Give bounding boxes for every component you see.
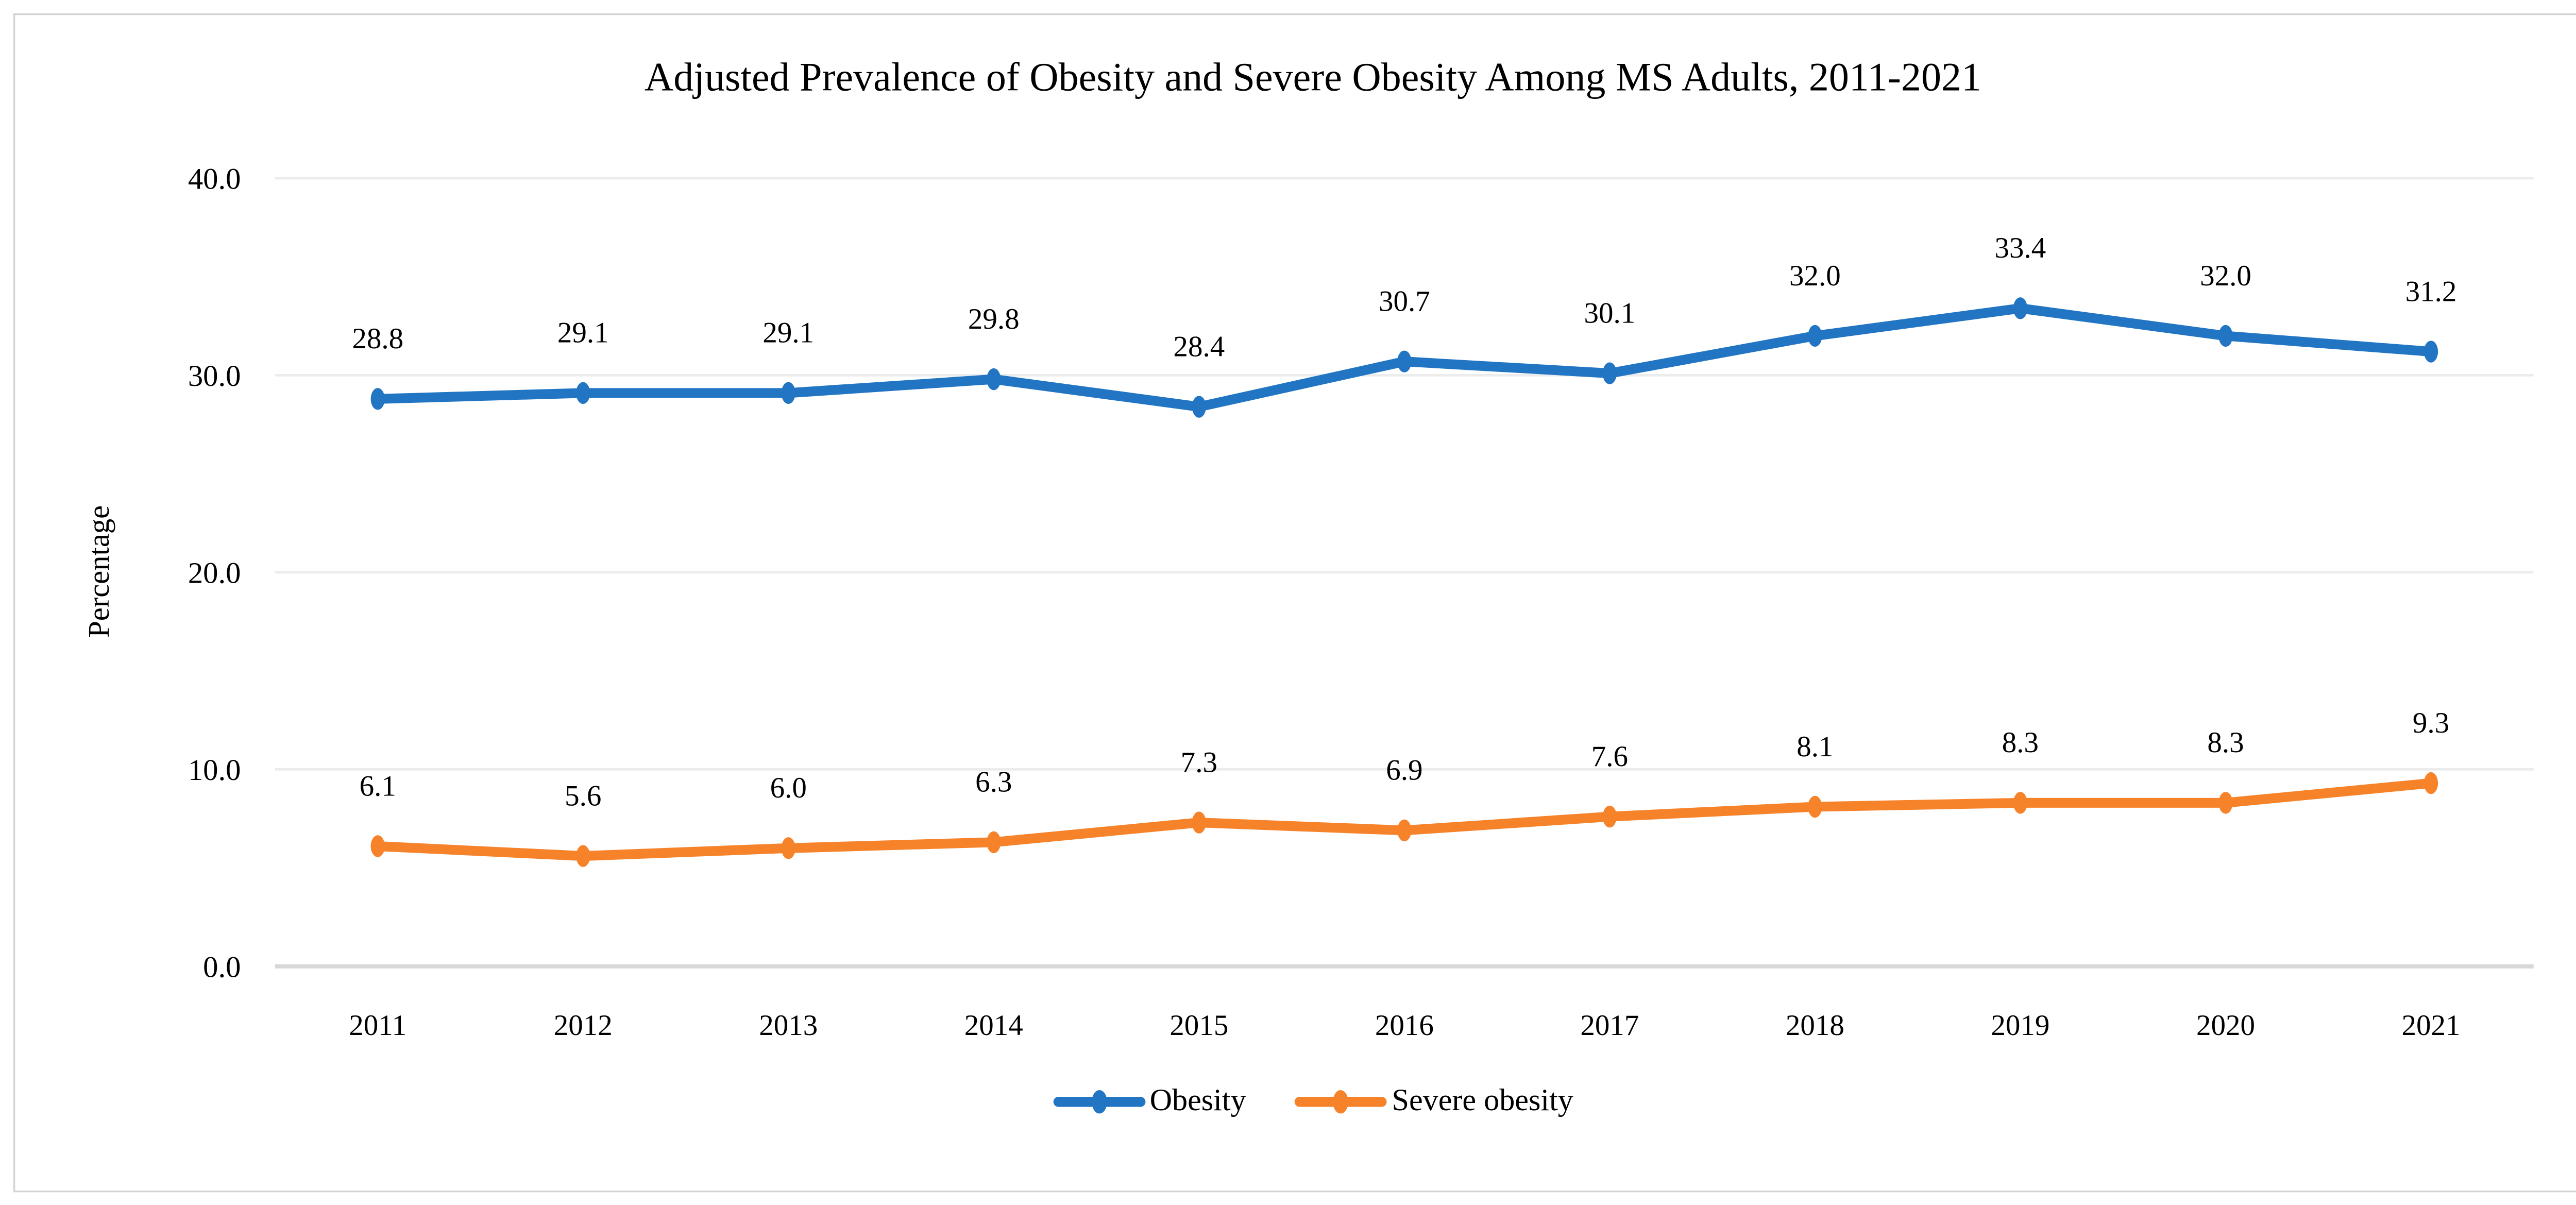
data-point	[1192, 396, 1206, 418]
data-point	[2013, 297, 2028, 319]
data-label: 28.4	[1173, 330, 1225, 363]
data-point	[1397, 819, 1412, 842]
data-point	[2218, 792, 2233, 814]
x-tick-label: 2012	[554, 1009, 613, 1042]
data-label: 28.8	[352, 323, 403, 355]
severe-obesity-line-marker-icon	[1294, 1086, 1387, 1118]
data-label: 5.6	[565, 779, 601, 812]
x-tick-label: 2015	[1170, 1009, 1228, 1042]
data-label: 30.1	[1584, 297, 1636, 329]
data-label: 8.3	[2002, 726, 2039, 759]
data-label: 32.0	[2200, 260, 2251, 292]
legend: Obesity Severe obesity	[15, 1083, 2576, 1121]
x-tick-label: 2016	[1375, 1009, 1434, 1042]
data-label: 32.0	[1789, 260, 1841, 292]
x-tick-label: 2019	[1991, 1009, 2049, 1042]
data-label: 8.3	[2207, 726, 2244, 759]
data-point	[781, 382, 795, 404]
data-point	[2424, 341, 2438, 363]
y-axis-title: Percentage	[82, 505, 115, 638]
y-tick-label: 40.0	[188, 162, 241, 196]
data-label: 29.8	[968, 303, 1020, 335]
x-tick-label: 2011	[349, 1009, 406, 1042]
data-point	[1808, 325, 1822, 347]
data-label: 6.9	[1386, 754, 1422, 787]
data-point	[987, 368, 1001, 391]
legend-item-obesity: Obesity	[1053, 1083, 1246, 1121]
data-label: 31.2	[2405, 275, 2457, 308]
legend-label-obesity: Obesity	[1149, 1085, 1246, 1119]
data-label: 9.3	[2413, 707, 2449, 739]
data-point	[1602, 805, 1617, 828]
x-tick-label: 2021	[2401, 1009, 2460, 1042]
data-label: 8.1	[1797, 731, 1833, 763]
y-tick-label: 30.0	[188, 359, 241, 393]
data-point	[2218, 325, 2233, 347]
data-point	[1397, 350, 1412, 372]
data-label: 6.1	[360, 770, 396, 802]
line-chart-plot-area: 0.0 10.0 20.0 30.0 40.0 Percentage 2011 2012 201…	[82, 162, 2534, 1042]
y-tick-label: 0.0	[203, 950, 241, 983]
y-tick-label: 10.0	[188, 753, 241, 787]
data-label: 6.3	[975, 766, 1012, 799]
obesity-line-marker-icon	[1053, 1086, 1145, 1118]
data-point	[987, 831, 1001, 854]
data-label: 7.3	[1181, 746, 1217, 778]
data-label: 29.1	[557, 317, 609, 349]
data-label: 33.4	[1995, 232, 2046, 264]
data-point	[370, 388, 385, 410]
data-point	[576, 845, 590, 867]
chart-title: Adjusted Prevalence of Obesity and Sever…	[644, 57, 1982, 101]
y-tick-label: 20.0	[188, 556, 241, 589]
data-point	[1602, 362, 1617, 384]
chart-figure: Adjusted Prevalence of Obesity and Sever…	[13, 13, 2576, 1192]
data-label: 30.7	[1379, 285, 1430, 317]
data-point	[2013, 792, 2028, 814]
data-label: 29.1	[762, 317, 814, 349]
data-point	[1808, 795, 1822, 818]
data-point	[1192, 811, 1206, 834]
data-label: 7.6	[1591, 740, 1628, 773]
data-point	[781, 837, 795, 859]
x-tick-label: 2020	[2196, 1009, 2255, 1042]
x-tick-label: 2017	[1580, 1009, 1639, 1042]
data-label: 6.0	[770, 772, 807, 804]
data-point	[576, 382, 590, 404]
x-tick-label: 2013	[759, 1009, 818, 1042]
data-point	[2424, 772, 2438, 794]
legend-item-severe-obesity: Severe obesity	[1294, 1083, 1573, 1121]
x-tick-label: 2014	[964, 1009, 1023, 1042]
legend-label-severe-obesity: Severe obesity	[1392, 1085, 1573, 1119]
data-point	[370, 835, 385, 857]
x-tick-label: 2018	[1786, 1009, 1844, 1042]
